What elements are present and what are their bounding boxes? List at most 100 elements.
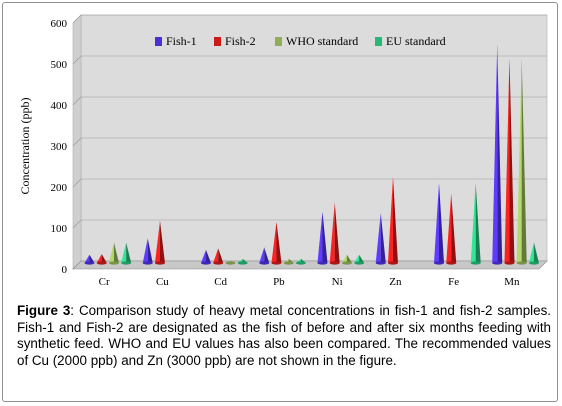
- cone-face-light: [492, 43, 498, 264]
- x-tick-label: Cd: [214, 276, 227, 288]
- x-tick-label: Pb: [273, 276, 285, 288]
- cone-fish-2-pb: [271, 222, 282, 265]
- cone-who-standard-cr: [108, 242, 119, 265]
- cone-face-dark: [322, 211, 328, 263]
- y-axis-label: Concentration (ppb): [18, 98, 32, 195]
- cone-base: [200, 261, 211, 265]
- cone-face-dark: [392, 176, 398, 263]
- cone-face-dark: [89, 254, 95, 263]
- cone-bar-chart: 0 100 200 300 400 500 600 Cr Cu Cd Pb Ni Zn Fe Mn Con…: [18, 14, 548, 288]
- cone-face-light: [317, 211, 323, 263]
- cone-face-dark: [159, 220, 165, 263]
- cone-base: [295, 261, 306, 265]
- cone-face-light: [121, 242, 127, 263]
- cone-face-dark: [276, 222, 282, 263]
- cone-base: [387, 261, 398, 265]
- cone-base: [375, 261, 386, 265]
- cone-face-light: [528, 242, 534, 263]
- cone-base: [433, 261, 444, 265]
- cone-fish-2-zn: [387, 176, 398, 265]
- cone-base: [470, 261, 481, 265]
- cone-face-dark: [264, 247, 270, 263]
- cone-base: [283, 261, 294, 265]
- x-tick-label: Ni: [332, 276, 343, 288]
- cone-base: [504, 261, 515, 265]
- cone-face-light: [329, 202, 335, 263]
- cone-fish-1-ni: [317, 211, 328, 265]
- cone-fish-2-fe: [446, 193, 457, 265]
- cone-base: [329, 261, 340, 265]
- y-tick-label: 400: [51, 100, 68, 112]
- cone-base: [528, 261, 539, 265]
- cone-face-dark: [521, 58, 527, 263]
- cone-face-dark: [346, 254, 352, 263]
- cone-face-light: [213, 248, 219, 263]
- cone-face-dark: [438, 183, 444, 263]
- grid-line: [72, 219, 82, 229]
- cone-face-light: [446, 193, 452, 263]
- cone-fish-1-cr: [84, 254, 95, 265]
- cone-base: [516, 261, 527, 265]
- cone-eu-standard-ni: [354, 254, 365, 265]
- cone-base: [154, 261, 165, 265]
- cone-face-light: [84, 254, 90, 263]
- x-tick-label: Cr: [99, 276, 110, 288]
- legend-label: Fish-1: [166, 34, 197, 48]
- grid-line: [72, 137, 82, 147]
- cone-fish-2-cu: [154, 220, 165, 265]
- grid-line: [72, 55, 82, 65]
- cone-base: [237, 261, 248, 265]
- cone-face-dark: [334, 202, 340, 263]
- cone-face-dark: [509, 58, 515, 263]
- y-tick-label: 0: [62, 264, 68, 276]
- x-axis-ticks: Cr Cu Cd Pb Ni Zn Fe Mn: [99, 276, 520, 288]
- legend-label: WHO standard: [286, 34, 358, 48]
- cone-fish-1-mn: [492, 43, 503, 265]
- legend-swatch: [375, 37, 382, 46]
- cone-fish-2-cd: [213, 248, 224, 265]
- cone-base: [96, 261, 107, 265]
- cone-base: [317, 261, 328, 265]
- cone-face-light: [504, 58, 510, 263]
- cone-face-dark: [359, 254, 365, 263]
- caption-label: Figure 3: [17, 303, 71, 318]
- cone-fish-2-ni: [329, 202, 340, 265]
- cone-face-light: [154, 220, 160, 263]
- cone-base: [492, 261, 503, 265]
- y-tick-label: 100: [51, 223, 68, 235]
- cone-fish-1-cd: [200, 249, 211, 265]
- cone-fish-1-fe: [433, 183, 444, 265]
- cone-who-standard-mn: [516, 58, 527, 265]
- cone-fish-1-cu: [142, 238, 153, 265]
- cone-eu-standard-mn: [528, 242, 539, 265]
- cone-eu-standard-pb: [295, 258, 306, 265]
- y-tick-label: 600: [51, 18, 68, 30]
- plot-floor: [72, 260, 548, 270]
- y-tick-label: 300: [51, 141, 68, 153]
- cone-who-standard-pb: [283, 258, 294, 265]
- cone-face-dark: [147, 238, 153, 263]
- cone-fish-1-pb: [259, 247, 270, 265]
- cone-face-light: [142, 238, 148, 263]
- cone-face-light: [271, 222, 277, 263]
- cone-face-light: [375, 212, 381, 263]
- cone-base: [84, 261, 95, 265]
- cone-base: [354, 261, 365, 265]
- cone-base: [142, 261, 153, 265]
- y-axis-ticks: 0 100 200 300 400 500 600: [51, 18, 68, 276]
- legend-swatch: [275, 37, 282, 46]
- cone-face-dark: [497, 43, 503, 264]
- cone-eu-standard-cr: [121, 242, 132, 265]
- cone-eu-standard-fe: [470, 183, 481, 265]
- cone-face-dark: [218, 248, 224, 263]
- cone-face-dark: [126, 242, 132, 263]
- cone-base: [213, 261, 224, 265]
- cone-face-light: [387, 176, 393, 263]
- cone-who-standard-cd: [225, 261, 236, 265]
- y-tick-label: 200: [51, 182, 68, 194]
- y-tick-label: 500: [51, 59, 68, 71]
- cone-base: [225, 261, 236, 265]
- caption-text: : Comparison study of heavy metal concen…: [17, 303, 551, 368]
- grid-line: [72, 178, 82, 188]
- cone-base: [259, 261, 270, 265]
